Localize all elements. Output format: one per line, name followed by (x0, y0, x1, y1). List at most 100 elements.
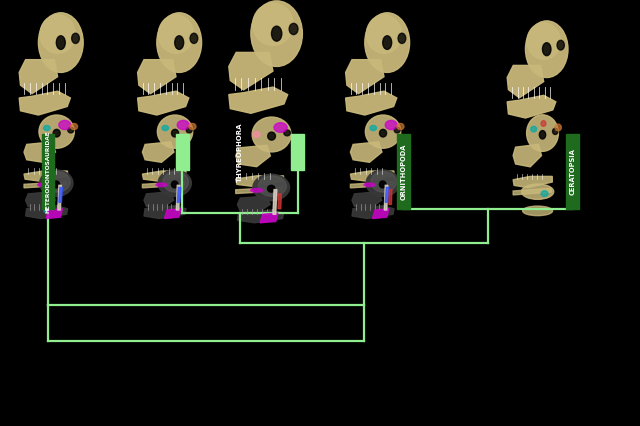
Ellipse shape (40, 170, 73, 196)
Ellipse shape (383, 36, 392, 49)
Ellipse shape (394, 127, 400, 133)
Polygon shape (44, 203, 47, 212)
Polygon shape (236, 176, 284, 187)
Ellipse shape (251, 188, 262, 192)
Ellipse shape (44, 126, 50, 131)
Ellipse shape (189, 124, 196, 130)
Ellipse shape (59, 121, 71, 130)
Ellipse shape (552, 128, 558, 135)
Ellipse shape (157, 13, 202, 72)
Ellipse shape (68, 127, 74, 133)
Ellipse shape (53, 181, 60, 188)
Ellipse shape (163, 172, 189, 192)
Polygon shape (58, 185, 61, 210)
Ellipse shape (523, 206, 552, 216)
Ellipse shape (527, 115, 559, 151)
Ellipse shape (253, 132, 260, 138)
Bar (176, 134, 189, 170)
Bar (397, 134, 410, 209)
Polygon shape (352, 206, 394, 219)
Ellipse shape (557, 40, 564, 50)
Ellipse shape (268, 132, 275, 140)
Polygon shape (273, 190, 277, 214)
Ellipse shape (380, 181, 386, 188)
Ellipse shape (72, 33, 79, 43)
Ellipse shape (366, 170, 399, 196)
Ellipse shape (40, 15, 76, 53)
Polygon shape (26, 192, 55, 209)
Ellipse shape (543, 43, 551, 56)
Polygon shape (19, 91, 70, 115)
Polygon shape (236, 145, 270, 167)
Ellipse shape (268, 185, 275, 192)
Polygon shape (507, 95, 556, 118)
Polygon shape (513, 144, 541, 167)
Ellipse shape (366, 15, 402, 53)
Polygon shape (229, 87, 287, 113)
Polygon shape (46, 209, 63, 219)
Polygon shape (351, 182, 393, 188)
Polygon shape (143, 182, 185, 188)
Polygon shape (352, 192, 381, 209)
Ellipse shape (38, 13, 83, 72)
Ellipse shape (541, 191, 548, 196)
Ellipse shape (365, 115, 401, 148)
Ellipse shape (370, 126, 376, 131)
Polygon shape (144, 206, 186, 219)
Polygon shape (24, 171, 68, 181)
Bar (42, 134, 54, 209)
Polygon shape (143, 171, 186, 181)
Ellipse shape (159, 15, 193, 53)
Polygon shape (260, 213, 278, 223)
Text: ORNITHOPODA: ORNITHOPODA (400, 143, 406, 200)
Polygon shape (164, 209, 181, 219)
Ellipse shape (380, 130, 387, 137)
Ellipse shape (190, 33, 198, 43)
Ellipse shape (540, 130, 546, 139)
Polygon shape (351, 171, 394, 181)
Ellipse shape (175, 36, 184, 49)
Polygon shape (513, 188, 551, 195)
Polygon shape (237, 210, 284, 223)
Ellipse shape (70, 124, 77, 130)
Ellipse shape (172, 130, 179, 137)
Ellipse shape (45, 172, 70, 192)
Ellipse shape (157, 115, 193, 148)
Text: THYREOPHORA: THYREOPHORA (237, 123, 243, 182)
Ellipse shape (39, 115, 74, 148)
Polygon shape (24, 182, 67, 188)
Polygon shape (143, 142, 174, 162)
Polygon shape (507, 65, 543, 98)
Ellipse shape (274, 123, 287, 132)
Ellipse shape (397, 124, 404, 130)
Polygon shape (138, 91, 189, 115)
Polygon shape (24, 142, 56, 162)
Polygon shape (177, 187, 181, 202)
Polygon shape (176, 185, 180, 210)
Ellipse shape (522, 184, 554, 199)
Ellipse shape (271, 26, 282, 41)
Ellipse shape (38, 183, 49, 187)
Polygon shape (372, 209, 389, 219)
Ellipse shape (177, 121, 189, 130)
Polygon shape (385, 187, 389, 202)
Ellipse shape (527, 23, 561, 59)
Polygon shape (513, 176, 552, 187)
Ellipse shape (365, 13, 410, 72)
Polygon shape (346, 60, 384, 94)
Ellipse shape (251, 1, 302, 66)
Ellipse shape (364, 183, 375, 187)
Polygon shape (237, 196, 270, 213)
Ellipse shape (158, 170, 191, 196)
Ellipse shape (162, 126, 168, 131)
Ellipse shape (252, 117, 291, 152)
Polygon shape (346, 91, 397, 115)
Polygon shape (384, 185, 388, 210)
Ellipse shape (525, 21, 568, 78)
Polygon shape (19, 60, 58, 94)
Ellipse shape (156, 183, 167, 187)
Text: HETERODONTOSAURIDAE: HETERODONTOSAURIDAE (45, 130, 51, 213)
Ellipse shape (385, 121, 397, 130)
Polygon shape (236, 187, 282, 193)
Ellipse shape (541, 121, 546, 127)
